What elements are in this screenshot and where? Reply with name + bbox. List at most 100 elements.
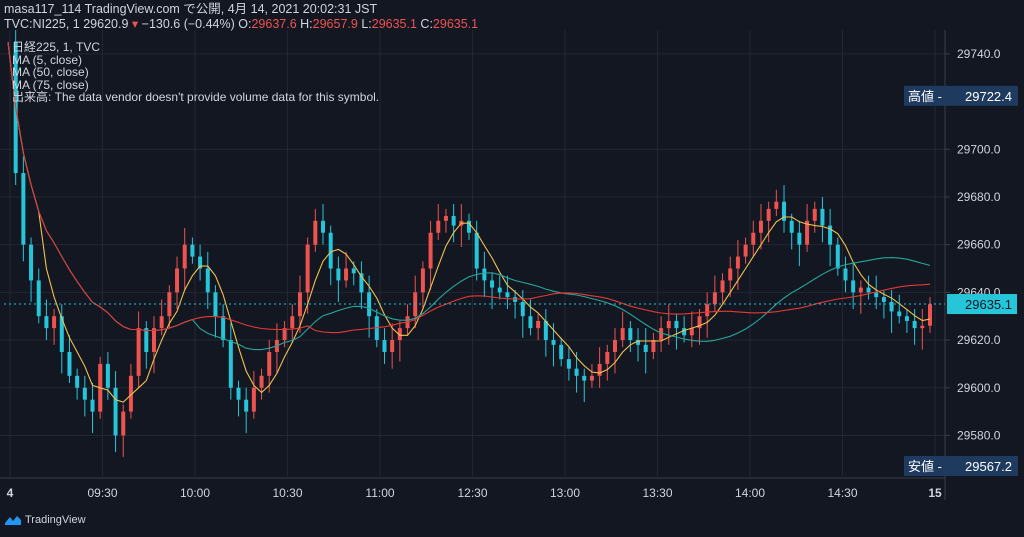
candle-body [21, 173, 26, 245]
high-tag-label: 高値 - [908, 89, 942, 104]
candle-body [36, 280, 41, 317]
price-change: −130.6 (−0.44%) [141, 17, 235, 31]
candle-body [382, 340, 387, 352]
high-value: 29657.9 [312, 17, 358, 31]
candle-body [912, 320, 917, 329]
y-tick-label: 29600.0 [957, 381, 1001, 395]
candle-body [44, 316, 49, 329]
candle-body [443, 216, 448, 221]
candle-body [828, 225, 833, 245]
high-tag-value: 29722.4 [965, 89, 1012, 104]
candle-body [928, 304, 932, 326]
x-tick-label: 10:30 [272, 486, 302, 500]
candle-body [728, 268, 733, 281]
candle-body [52, 316, 57, 329]
candle-body [190, 244, 195, 257]
x-tick-label: 14:00 [735, 486, 765, 500]
candle-body [359, 273, 364, 293]
candle-body [497, 287, 502, 293]
candle-body [666, 320, 671, 329]
high-label: H: [300, 17, 313, 31]
tradingview-logo-icon [5, 516, 21, 525]
chart-header: masa117_114 TradingView.com で公開, 4月 14, … [4, 2, 478, 32]
candle-body [482, 268, 487, 281]
candle-body [774, 201, 779, 209]
candle-body [282, 328, 287, 341]
ma5-line [7, 41, 931, 403]
close-value: 29635.1 [432, 17, 479, 31]
y-axis: 29740.029700.029680.029660.029640.029620… [945, 47, 1001, 442]
x-tick-label: 11:00 [365, 486, 394, 500]
symbol-label: TVC:NI225, 1 [4, 17, 80, 31]
candle-body [904, 316, 909, 321]
y-tick-label: 29580.0 [957, 428, 1001, 442]
candle-body [344, 268, 349, 281]
candle-body [336, 268, 341, 281]
candle-body [313, 220, 318, 245]
legend-title: 日経225, 1, TVC [12, 40, 101, 54]
candle-body [612, 340, 617, 352]
candle-body [566, 359, 571, 369]
candle-body [758, 220, 763, 233]
candle-body [228, 340, 233, 388]
candle-body [589, 375, 594, 381]
close-label: C: [420, 17, 433, 31]
candle-body [689, 328, 694, 336]
footer[interactable]: TradingView [4, 514, 86, 526]
candle-body [151, 328, 156, 352]
chart-grid [0, 30, 945, 476]
candle-body [751, 232, 756, 245]
candle-body [290, 316, 295, 329]
low-tag-label: 安値 - [908, 459, 942, 474]
price-tags: 29722.4 高値 - 29567.2 安値 - 29635.1 [4, 85, 1018, 476]
legend-ma50: MA (50, close) [12, 65, 89, 80]
x-tick-label: 15 [928, 486, 942, 500]
candle-body [328, 232, 333, 269]
candle-body [858, 287, 863, 293]
legend-ma75: MA (75, close) [12, 77, 89, 92]
candle-body [420, 268, 425, 293]
candle-body [605, 351, 610, 364]
candle-body [528, 316, 533, 329]
high-tag-bg [904, 85, 1018, 106]
candle-body [820, 208, 825, 226]
x-tick-label: 13:00 [550, 486, 580, 500]
y-tick-label: 29740.0 [957, 47, 1001, 61]
candle-body [843, 268, 848, 281]
candle-body [712, 292, 717, 305]
x-tick-label: 13:30 [642, 486, 672, 500]
low-tag-value: 29567.2 [965, 459, 1012, 474]
candle-body [574, 368, 579, 376]
candle-body [720, 280, 725, 293]
candle-body [697, 316, 702, 329]
candle-body [559, 344, 564, 360]
candle-body [182, 244, 187, 269]
candle-body [451, 216, 456, 226]
candle-body [221, 316, 226, 341]
candle-body [113, 387, 118, 436]
candle-body [835, 244, 840, 269]
candle-body [920, 325, 925, 329]
candle-body [897, 311, 902, 317]
candle-body [397, 328, 402, 341]
candle-body [90, 399, 95, 412]
candle-body [805, 220, 810, 245]
legend: 日経225, 1, TVC MA (5, close) MA (50, clos… [12, 41, 379, 104]
candle-body [620, 328, 625, 341]
candle-body [390, 340, 395, 352]
candle-body [735, 256, 740, 269]
candle-body [75, 375, 80, 388]
legend-ma5: MA (5, close) [12, 52, 83, 67]
candle-body [59, 316, 64, 352]
candle-body [144, 328, 149, 352]
last-tag-bg [947, 294, 1017, 315]
candle-body [351, 268, 356, 274]
legend-volume: 出来高: The data vendor doesn't provide vol… [12, 90, 380, 105]
open-value: 29637.6 [251, 17, 297, 31]
ma75-line [7, 41, 931, 334]
candle-body [636, 340, 641, 345]
candle-body [505, 292, 510, 298]
y-tick-label: 29620.0 [957, 333, 1001, 347]
candle-body [789, 220, 794, 233]
